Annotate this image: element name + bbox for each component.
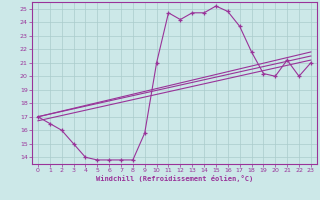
X-axis label: Windchill (Refroidissement éolien,°C): Windchill (Refroidissement éolien,°C) <box>96 175 253 182</box>
